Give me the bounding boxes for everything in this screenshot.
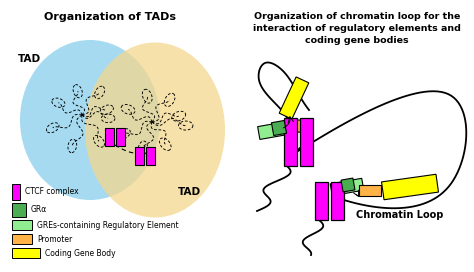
Bar xyxy=(382,174,438,200)
Bar xyxy=(12,220,32,230)
Ellipse shape xyxy=(85,42,225,218)
Text: TAD: TAD xyxy=(18,54,41,64)
Bar xyxy=(300,118,313,166)
Bar xyxy=(12,248,40,258)
Bar xyxy=(12,203,26,217)
Bar xyxy=(315,182,328,220)
Bar xyxy=(146,147,155,165)
Text: GRα: GRα xyxy=(31,206,47,215)
Bar xyxy=(105,128,114,146)
Bar xyxy=(116,128,125,146)
Text: Coding Gene Body: Coding Gene Body xyxy=(45,249,116,258)
Bar xyxy=(284,118,297,166)
Bar xyxy=(330,178,364,196)
Bar xyxy=(359,184,381,196)
Bar xyxy=(279,77,309,119)
Text: Promoter: Promoter xyxy=(37,234,72,243)
Bar xyxy=(341,178,355,192)
Text: Chromatin Loop: Chromatin Loop xyxy=(356,210,444,220)
Bar xyxy=(12,234,32,244)
Bar xyxy=(12,184,20,200)
Text: Organization of TADs: Organization of TADs xyxy=(44,12,176,22)
Text: Organization of chromatin loop for the
interaction of regulatory elements and
co: Organization of chromatin loop for the i… xyxy=(253,12,461,45)
Bar xyxy=(272,120,286,135)
Bar xyxy=(292,119,304,132)
Bar xyxy=(135,147,144,165)
Bar xyxy=(331,182,344,220)
Ellipse shape xyxy=(20,40,160,200)
Bar xyxy=(258,120,294,140)
Text: CTCF complex: CTCF complex xyxy=(25,187,79,196)
Text: GREs-containing Regulatory Element: GREs-containing Regulatory Element xyxy=(37,221,179,230)
Text: TAD: TAD xyxy=(178,187,201,197)
